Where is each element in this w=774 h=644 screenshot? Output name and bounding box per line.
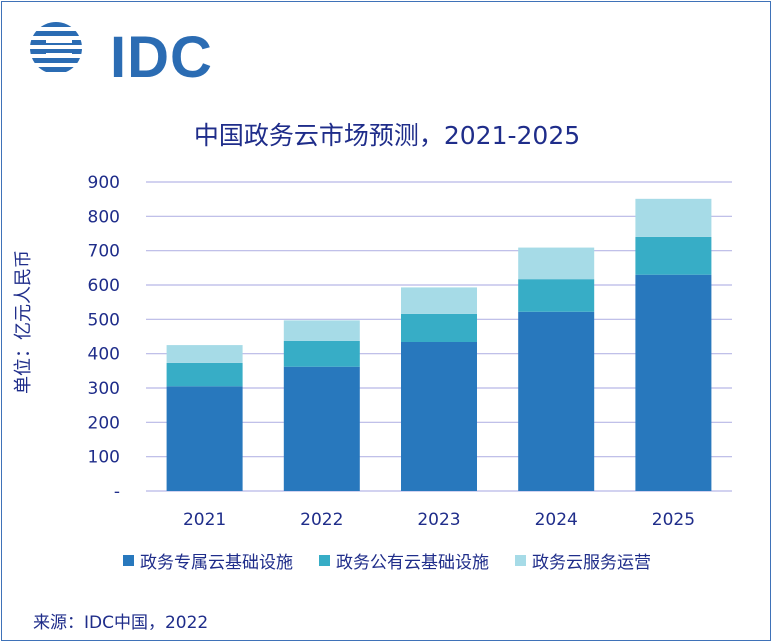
x-tick-label: 2024: [535, 510, 578, 530]
x-tick-label: 2021: [183, 510, 226, 530]
y-tick-label: -: [114, 482, 120, 502]
y-tick-label: 400: [88, 345, 120, 365]
bar-segment: [166, 386, 243, 491]
legend-label-1: 政务专属云基础设施: [140, 553, 293, 573]
y-tick-label: 600: [88, 276, 120, 296]
x-tick-label: 2025: [652, 510, 695, 530]
logo-text: IDC: [110, 25, 213, 90]
bar-segment: [635, 236, 712, 275]
chart-title: 中国政务云市场预测，2021-2025: [193, 121, 581, 150]
x-tick-label: 2023: [417, 510, 460, 530]
bar-segment: [518, 279, 595, 312]
legend: 政务专属云基础设施 政务公有云基础设施 政务云服务运营: [0, 548, 774, 573]
bar-segment: [283, 320, 360, 341]
y-tick-label: 900: [88, 173, 120, 193]
bar-segment: [401, 341, 477, 491]
bar-segment: [166, 345, 243, 363]
y-tick-label: 700: [88, 242, 120, 262]
bar-segment: [401, 313, 477, 342]
y-tick-label: 300: [88, 379, 120, 399]
bar-segment: [635, 274, 712, 491]
globe-icon: [30, 22, 82, 72]
bar-segment: [166, 362, 243, 387]
bar-segment: [635, 198, 712, 237]
y-tick-label: 100: [88, 448, 120, 468]
legend-label-2: 政务公有云基础设施: [336, 553, 489, 573]
bar-segment: [283, 366, 360, 491]
y-tick-label: 500: [88, 310, 120, 330]
idc-logo: IDC: [28, 16, 212, 88]
x-tick-label: 2022: [300, 510, 343, 530]
source-note: 来源：IDC中国，2022: [33, 613, 209, 633]
legend-swatch-3: [515, 555, 526, 566]
bar-segment: [401, 287, 477, 314]
bar-segment: [518, 247, 595, 280]
legend-swatch-1: [123, 555, 134, 566]
legend-item-series-1: 政务专属云基础设施: [123, 548, 293, 573]
legend-item-series-3: 政务云服务运营: [515, 548, 651, 573]
legend-item-series-2: 政务公有云基础设施: [319, 548, 489, 573]
bar-segment: [518, 311, 595, 491]
y-tick-label: 200: [88, 413, 120, 433]
legend-label-3: 政务云服务运营: [532, 553, 651, 573]
legend-swatch-2: [319, 555, 330, 566]
bar-segment: [283, 340, 360, 367]
y-tick-label: 800: [88, 207, 120, 227]
